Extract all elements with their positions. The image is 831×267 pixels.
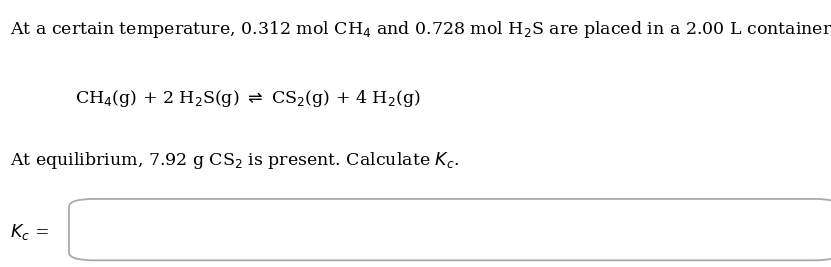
FancyBboxPatch shape [69,199,831,260]
Text: CH$_4$(g) + 2 H$_2$S(g) $\rightleftharpoons$ CS$_2$(g) + 4 H$_2$(g): CH$_4$(g) + 2 H$_2$S(g) $\rightleftharpo… [75,88,420,109]
Text: $K_c$ =: $K_c$ = [10,222,49,242]
Text: At a certain temperature, 0.312 mol CH$_4$ and 0.728 mol H$_2$S are placed in a : At a certain temperature, 0.312 mol CH$_… [10,19,831,40]
Text: At equilibrium, 7.92 g CS$_2$ is present. Calculate $K_c$.: At equilibrium, 7.92 g CS$_2$ is present… [10,150,460,171]
